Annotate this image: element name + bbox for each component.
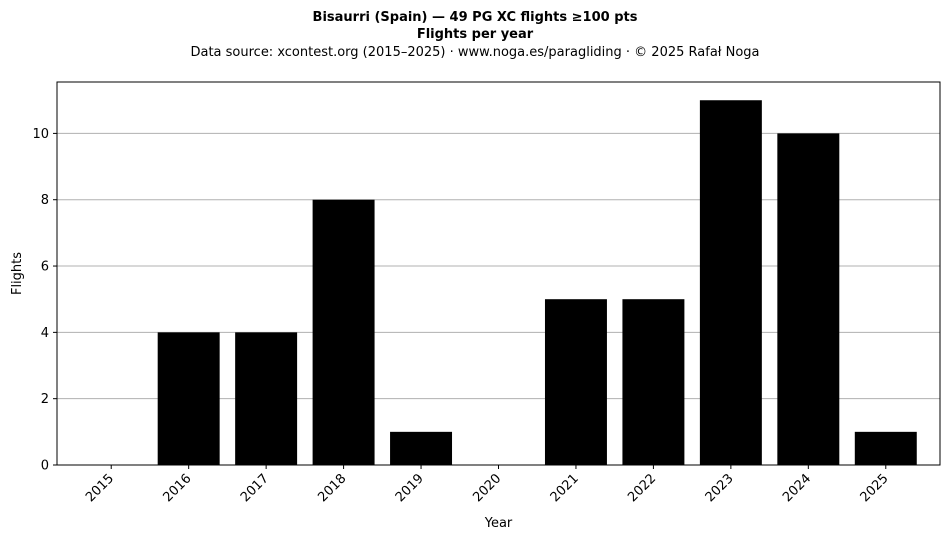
x-tick-label: 2020: [470, 471, 504, 505]
y-tick-label: 2: [41, 392, 49, 407]
bar-2025: [854, 431, 917, 465]
x-tick-label: 2022: [625, 471, 659, 505]
x-axis-ticks: 2015 2016 2017 2018 2019 2020 2021 2022 2023 2024…: [83, 465, 892, 505]
bar-2017: [235, 332, 298, 465]
y-axis-ticks: 0 2 4 6 8 10: [32, 127, 57, 474]
bar-2018: [312, 199, 375, 465]
data-source-note: Data source: xcontest.org (2015–2025) · …: [190, 45, 759, 60]
x-tick-label: 2024: [780, 471, 814, 505]
x-axis-label: Year: [484, 516, 513, 531]
bar-2019: [390, 431, 453, 465]
x-tick-label: 2015: [83, 471, 117, 505]
y-tick-label: 4: [41, 326, 49, 341]
y-tick-label: 6: [41, 260, 49, 275]
x-tick-label: 2016: [160, 471, 194, 505]
x-tick-label: 2023: [703, 471, 737, 505]
y-tick-label: 8: [41, 193, 49, 208]
x-tick-label: 2017: [238, 471, 272, 505]
bar-2023: [699, 100, 762, 465]
y-axis-label: Flights: [10, 252, 25, 295]
bar-2016: [157, 332, 220, 465]
chart-title: Bisaurri (Spain) — 49 PG XC flights ≥100…: [313, 10, 638, 25]
chart-subtitle: Flights per year: [417, 27, 534, 42]
y-tick-label: 0: [41, 459, 49, 474]
bars: [157, 100, 917, 466]
x-tick-label: 2021: [548, 471, 582, 505]
title-group: Bisaurri (Spain) — 49 PG XC flights ≥100…: [190, 10, 759, 60]
x-tick-label: 2019: [393, 471, 427, 505]
bar-2021: [544, 299, 607, 465]
bar-2022: [622, 299, 685, 465]
bar-2024: [777, 133, 840, 466]
x-tick-label: 2018: [315, 471, 349, 505]
y-tick-label: 10: [32, 127, 49, 142]
x-tick-label: 2025: [858, 471, 892, 505]
